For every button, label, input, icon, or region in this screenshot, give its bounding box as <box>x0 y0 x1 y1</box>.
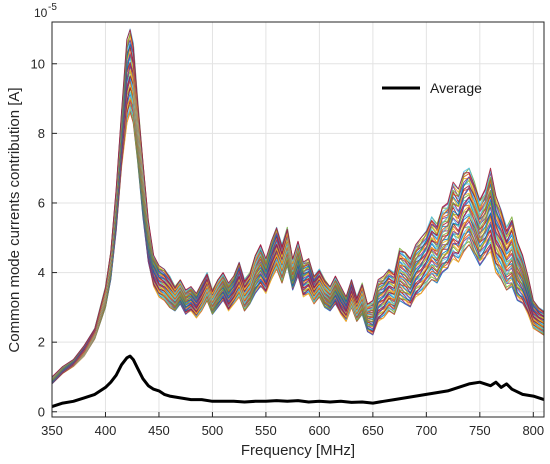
x-tick-label: 500 <box>202 423 224 438</box>
y-exponent-power: -5 <box>48 2 57 13</box>
average-series <box>51 354 545 409</box>
ensemble-curve <box>51 29 545 378</box>
y-axis-label: Common mode currents contribution [A] <box>6 87 23 352</box>
x-tick-label: 450 <box>148 423 170 438</box>
grid-lines <box>51 22 544 417</box>
plot-frame <box>51 21 545 418</box>
legend: Average <box>382 80 482 96</box>
x-tick-label: 800 <box>522 423 544 438</box>
y-exponent-base: 10 <box>34 6 48 20</box>
y-tick-label: 8 <box>38 126 45 141</box>
ensemble-curves <box>51 28 545 385</box>
x-tick-label: 700 <box>415 423 437 438</box>
y-tick-label: 10 <box>31 56 45 71</box>
x-axis-label: Frequency [MHz] <box>241 442 355 459</box>
ensemble-curve <box>51 98 545 384</box>
x-tick-label: 400 <box>95 423 117 438</box>
y-tick-label: 4 <box>38 265 45 280</box>
average-line <box>51 354 545 409</box>
x-tick-label: 600 <box>309 423 331 438</box>
y-tick-label: 2 <box>38 335 45 350</box>
x-tick-label: 550 <box>255 423 277 438</box>
legend-label-average: Average <box>430 80 482 96</box>
x-tick-label: 750 <box>469 423 491 438</box>
y-tick-label: 0 <box>38 404 45 419</box>
x-tick-label: 650 <box>362 423 384 438</box>
axis-ticks: 350 400 450 500 550 600 650 700 750 800 0 2 4 6 8 10 <box>31 56 545 438</box>
y-tick-label: 6 <box>38 195 45 210</box>
x-tick-label: 350 <box>41 423 63 438</box>
